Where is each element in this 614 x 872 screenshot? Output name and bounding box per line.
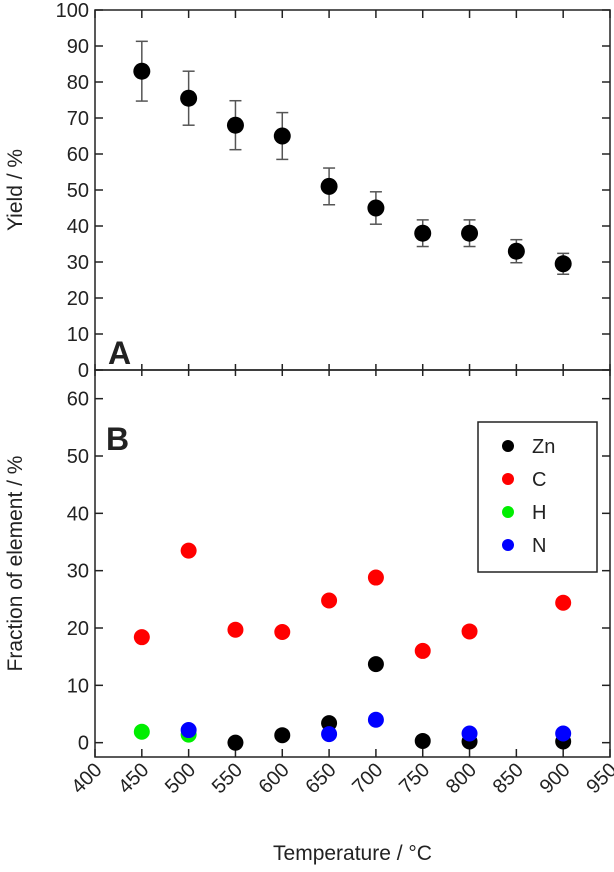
- point-zn: [227, 734, 244, 751]
- y-tick-label: 40: [67, 503, 89, 525]
- y-tick-label: 60: [67, 389, 89, 411]
- point-n: [461, 725, 478, 742]
- x-tick-label: 800: [442, 759, 481, 798]
- x-tick-label: 500: [161, 759, 200, 798]
- point-c: [321, 592, 338, 609]
- panel-a-frame: [94, 9, 611, 371]
- y-tick-label: 60: [67, 144, 89, 166]
- point-zn: [367, 656, 384, 673]
- legend-label-c: C: [532, 469, 546, 491]
- yield-point: [461, 224, 479, 242]
- yield-point: [273, 127, 291, 145]
- point-n: [180, 722, 197, 739]
- yield-point: [414, 224, 432, 242]
- x-tick-label: 850: [489, 759, 528, 798]
- point-n: [555, 725, 572, 742]
- y-tick-label: 10: [67, 675, 89, 697]
- y-tick-label: 30: [67, 252, 89, 274]
- legend-label-n: N: [532, 535, 546, 557]
- legend-marker-n: [502, 539, 514, 551]
- yield-point: [554, 255, 572, 273]
- point-c: [274, 624, 291, 641]
- point-zn: [414, 732, 431, 749]
- y-tick-label: 0: [78, 360, 89, 382]
- point-c: [227, 621, 244, 638]
- yield-point: [507, 242, 525, 260]
- y-tick-label: 100: [56, 0, 89, 22]
- x-tick-label: 400: [67, 759, 106, 798]
- legend-marker-h: [502, 506, 514, 518]
- legend-label-h: H: [532, 502, 546, 524]
- point-n: [321, 726, 338, 743]
- x-tick-label: 900: [536, 759, 575, 798]
- x-tick-label: 700: [348, 759, 387, 798]
- legend-label-zn: Zn: [532, 436, 555, 458]
- y-tick-label: 30: [67, 561, 89, 583]
- legend-box: [477, 421, 598, 573]
- yield-point: [320, 177, 338, 195]
- point-c: [461, 623, 478, 640]
- y-tick-label: 0: [78, 733, 89, 755]
- point-c: [414, 642, 431, 659]
- x-tick-label: 650: [301, 759, 340, 798]
- x-tick-label: 600: [255, 759, 294, 798]
- point-c: [555, 594, 572, 611]
- x-tick-label: 550: [208, 759, 247, 798]
- yield-point: [367, 199, 385, 217]
- y-tick-label: 20: [67, 288, 89, 310]
- point-h: [133, 723, 150, 740]
- y-axis-label-b: Fraction of element / %: [4, 456, 27, 672]
- y-tick-label: 80: [67, 72, 89, 94]
- point-zn: [274, 727, 291, 744]
- x-tick-label: 450: [114, 759, 153, 798]
- panel-label-a: A: [108, 335, 131, 371]
- point-n: [367, 711, 384, 728]
- y-tick-label: 10: [67, 324, 89, 346]
- legend-marker-c: [502, 473, 514, 485]
- x-tick-label: 750: [395, 759, 434, 798]
- yield-point: [133, 62, 151, 80]
- point-c: [180, 542, 197, 559]
- yield-point: [226, 116, 244, 134]
- x-axis-label: Temperature / °C: [273, 842, 432, 865]
- legend-marker-zn: [502, 440, 514, 452]
- yield-point: [180, 89, 198, 107]
- y-tick-label: 20: [67, 618, 89, 640]
- y-tick-label: 50: [67, 180, 89, 202]
- point-c: [367, 569, 384, 586]
- y-axis-label-a: Yield / %: [4, 149, 27, 231]
- y-tick-label: 40: [67, 216, 89, 238]
- point-c: [133, 629, 150, 646]
- y-tick-label: 90: [67, 36, 89, 58]
- panel-label-b: B: [106, 421, 129, 457]
- panel-b-frame: [94, 369, 611, 758]
- x-tick-label: 950: [582, 759, 614, 798]
- y-tick-label: 50: [67, 446, 89, 468]
- y-tick-label: 70: [67, 108, 89, 130]
